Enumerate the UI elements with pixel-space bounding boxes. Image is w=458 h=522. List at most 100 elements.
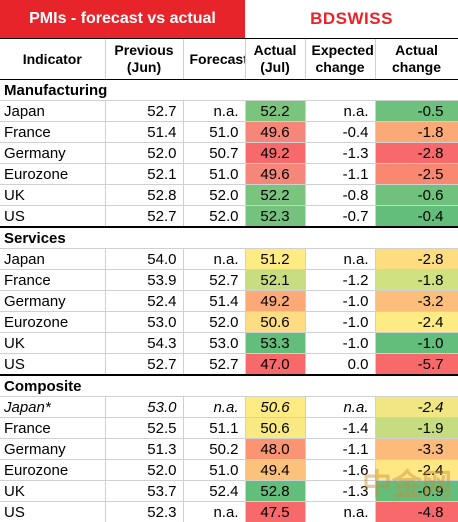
cell: 51.4	[183, 290, 246, 312]
cell: 52.1	[245, 269, 306, 291]
cell: 50.6	[245, 417, 306, 439]
cell: -0.6	[375, 184, 458, 206]
cell: 52.0	[183, 184, 246, 206]
cell: -5.7	[375, 353, 458, 376]
cell: -0.4	[305, 121, 376, 143]
cell: 50.7	[183, 142, 246, 164]
header: PMIs - forecast vs actual BDSWISS	[0, 0, 458, 39]
cell: -0.7	[305, 205, 376, 228]
data-row: Eurozone 52.1 51.0 49.6 -1.1 -2.5	[0, 163, 458, 185]
cell: -2.8	[375, 248, 458, 270]
cell: -2.4	[375, 459, 458, 481]
cell: -1.0	[305, 290, 376, 312]
section-row: Manufacturing	[0, 79, 458, 101]
cell: 52.2	[245, 100, 306, 122]
data-row: US 52.3 n.a. 47.5 n.a. -4.8	[0, 501, 458, 522]
data-row: Germany 51.3 50.2 48.0 -1.1 -3.3	[0, 438, 458, 460]
cell: -1.8	[375, 269, 458, 291]
indicator: UK	[0, 184, 106, 206]
cell: n.a.	[305, 100, 376, 122]
header-row: Indicator Previous (Jun) Forecast Actual (J…	[0, 39, 458, 80]
column-header: Expected change	[305, 39, 376, 80]
indicator: Japan	[0, 100, 106, 122]
indicator: France	[0, 417, 106, 439]
cell: 50.2	[183, 438, 246, 460]
data-row: UK 53.7 52.4 52.8 -1.3 -0.9	[0, 480, 458, 502]
cell: 53.3	[245, 332, 306, 354]
indicator: Eurozone	[0, 163, 106, 185]
column-header: Forecast	[183, 39, 246, 80]
indicator: Germany	[0, 290, 106, 312]
section-title: Manufacturing	[0, 79, 458, 101]
data-row: Germany 52.0 50.7 49.2 -1.3 -2.8	[0, 142, 458, 164]
indicator: France	[0, 269, 106, 291]
cell: n.a.	[305, 501, 376, 522]
data-row: France 51.4 51.0 49.6 -0.4 -1.8	[0, 121, 458, 143]
cell: -1.0	[305, 311, 376, 333]
cell: 51.0	[183, 163, 246, 185]
cell: 51.0	[183, 459, 246, 481]
cell: -1.0	[305, 332, 376, 354]
watermark: 中金网	[362, 468, 452, 503]
data-row: Eurozone 53.0 52.0 50.6 -1.0 -2.4	[0, 311, 458, 333]
cell: 52.3	[105, 501, 184, 522]
cell: 52.8	[245, 480, 306, 502]
indicator: France	[0, 121, 106, 143]
cell: -0.5	[375, 100, 458, 122]
cell: n.a.	[183, 248, 246, 270]
section-row: Composite	[0, 374, 458, 397]
cell: 52.0	[105, 459, 184, 481]
cell: -1.2	[305, 269, 376, 291]
indicator: Japan	[0, 248, 106, 270]
cell: -0.4	[375, 205, 458, 228]
section-row: Services	[0, 226, 458, 249]
cell: 53.7	[105, 480, 184, 502]
cell: 52.4	[183, 480, 246, 502]
cell: -0.8	[305, 184, 376, 206]
data-row: France 53.9 52.7 52.1 -1.2 -1.8	[0, 269, 458, 291]
indicator: UK	[0, 480, 106, 502]
cell: 51.2	[245, 248, 306, 270]
cell: -2.4	[375, 311, 458, 333]
cell: 52.8	[105, 184, 184, 206]
cell: 53.0	[183, 332, 246, 354]
data-row: Japan* 53.0 n.a. 50.6 n.a. -2.4	[0, 396, 458, 418]
cell: 51.4	[105, 121, 184, 143]
data-row: UK 52.8 52.0 52.2 -0.8 -0.6	[0, 184, 458, 206]
indicator: UK	[0, 332, 106, 354]
cell: -1.0	[375, 332, 458, 354]
cell: 53.0	[105, 396, 184, 418]
data-row: US 52.7 52.7 47.0 0.0 -5.7	[0, 353, 458, 376]
cell: -1.3	[305, 142, 376, 164]
cell: 47.5	[245, 501, 306, 522]
column-header: Previous (Jun)	[105, 39, 184, 80]
cell: -1.4	[305, 417, 376, 439]
indicator: US	[0, 353, 106, 376]
cell: n.a.	[305, 248, 376, 270]
pmi-table: Indicator Previous (Jun) Forecast Actual (J…	[0, 39, 458, 522]
cell: 53.0	[105, 311, 184, 333]
cell: -1.1	[305, 438, 376, 460]
column-header: Actual (Jul)	[245, 39, 306, 80]
indicator: Germany	[0, 438, 106, 460]
indicator: Germany	[0, 142, 106, 164]
cell: 49.6	[245, 163, 306, 185]
cell: 52.2	[245, 184, 306, 206]
cell: 52.7	[105, 353, 184, 376]
cell: -3.3	[375, 438, 458, 460]
cell: 52.3	[245, 205, 306, 228]
cell: -1.9	[375, 417, 458, 439]
cell: 52.7	[183, 353, 246, 376]
cell: n.a.	[183, 501, 246, 522]
cell: -2.5	[375, 163, 458, 185]
data-row: US 52.7 52.0 52.3 -0.7 -0.4	[0, 205, 458, 228]
cell: n.a.	[183, 396, 246, 418]
cell: 50.6	[245, 311, 306, 333]
cell: -1.1	[305, 163, 376, 185]
cell: 54.3	[105, 332, 184, 354]
cell: -0.9	[375, 480, 458, 502]
cell: -3.2	[375, 290, 458, 312]
title: PMIs - forecast vs actual	[0, 0, 245, 38]
cell: 47.0	[245, 353, 306, 376]
